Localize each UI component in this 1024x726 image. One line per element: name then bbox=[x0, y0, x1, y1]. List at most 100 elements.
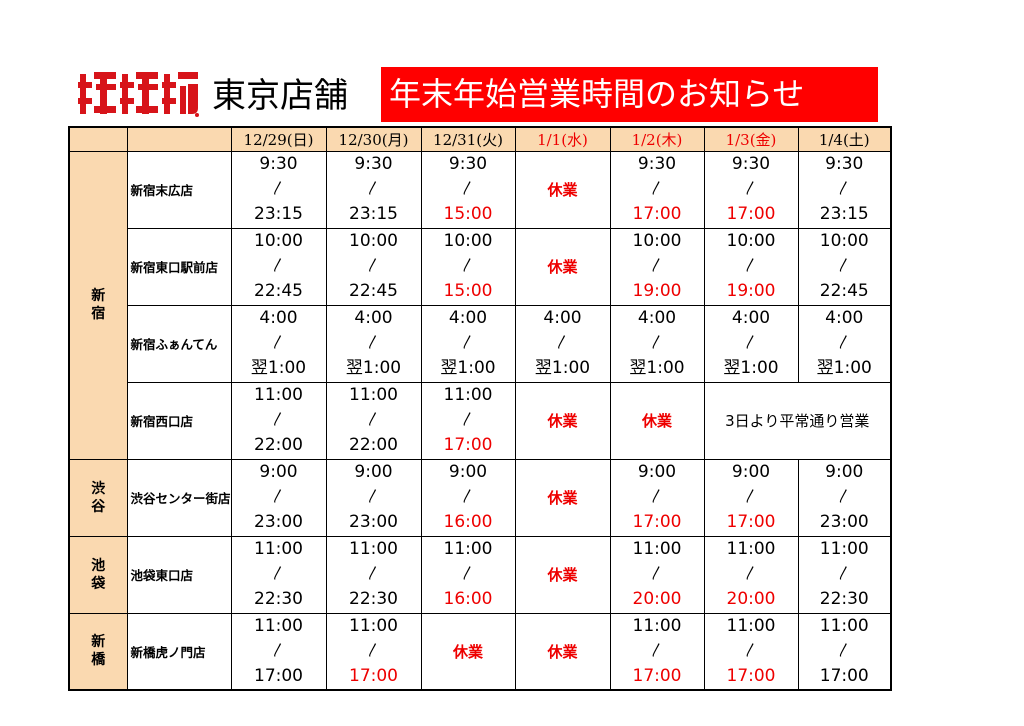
hours-cell: 11:00 〳 17:00 bbox=[325, 612, 422, 691]
store-name: 池袋東口店 bbox=[126, 535, 232, 614]
date-header: 12/30(月) bbox=[325, 126, 422, 152]
range-mark: 〳 bbox=[366, 334, 381, 351]
hours-cell: 4:00 〳翌1:00 bbox=[797, 304, 892, 383]
open-time: 11:00 bbox=[819, 615, 869, 636]
range-mark: 〳 bbox=[271, 642, 286, 659]
hours-cell: 9:00 〳 17:00 bbox=[609, 458, 705, 537]
hours-table: 12/29(日) 12/30(月) 12/31(火) 1/1(水) 1/2(木) 1/3(… bbox=[68, 126, 892, 691]
store-row: 新橋 新橋虎ノ門店 11:00 〳 17:00 11:00 〳 17:00 休業 休業 11:00 〳… bbox=[68, 612, 892, 691]
closed-cell: 休業 bbox=[514, 227, 611, 306]
closed-cell: 休業 bbox=[420, 612, 516, 691]
region-label: 新橋 bbox=[91, 634, 106, 669]
range-mark: 〳 bbox=[744, 257, 758, 274]
range-mark: 〳 bbox=[837, 334, 852, 351]
close-time: 翌1:00 bbox=[629, 357, 685, 378]
hours-cell: 4:00 〳翌1:00 bbox=[230, 304, 327, 383]
hours-cell: 11:00 〳 17:00 bbox=[797, 612, 892, 691]
open-time: 4:00 bbox=[354, 307, 393, 328]
close-time: 16:00 bbox=[443, 588, 493, 609]
closed-cell: 休業 bbox=[514, 612, 611, 691]
open-time: 10:00 bbox=[349, 230, 398, 251]
store-name: 新宿末広店 bbox=[126, 150, 232, 229]
date-header: 12/31(火) bbox=[420, 126, 516, 152]
open-time: 11:00 bbox=[632, 538, 682, 559]
open-time: 9:00 bbox=[354, 461, 393, 482]
range-mark: 〳 bbox=[461, 411, 475, 428]
open-time: 11:00 bbox=[632, 615, 682, 636]
close-time: 22:45 bbox=[349, 280, 398, 301]
close-time: 翌1:00 bbox=[250, 357, 307, 378]
close-time: 23:15 bbox=[254, 203, 303, 224]
store-name: 渋谷センター街店 bbox=[126, 458, 232, 537]
range-mark: 〳 bbox=[744, 180, 758, 197]
hours-cell: 4:00 〳翌1:00 bbox=[325, 304, 422, 383]
range-mark: 〳 bbox=[366, 642, 381, 659]
store-name: 新橋虎ノ門店 bbox=[126, 612, 232, 691]
range-mark: 〳 bbox=[555, 334, 570, 351]
hours-cell: 9:30 〳 23:15 bbox=[230, 150, 327, 229]
hours-cell: 9:30 〳 23:15 bbox=[797, 150, 892, 229]
notice-banner: 年末年始営業時間のお知らせ bbox=[381, 67, 878, 122]
open-time: 11:00 bbox=[726, 615, 776, 636]
hours-cell: 4:00 〳翌1:00 bbox=[514, 304, 611, 383]
open-time: 4:00 bbox=[637, 307, 677, 328]
open-time: 9:30 bbox=[448, 153, 488, 174]
hours-cell: 9:00 〳 23:00 bbox=[230, 458, 327, 537]
range-mark: 〳 bbox=[837, 642, 852, 659]
hours-cell: 10:00 〳 19:00 bbox=[703, 227, 799, 306]
corner-cell bbox=[68, 126, 128, 152]
store-row: 新宿 新宿末広店 9:30 〳 23:15 9:30 〳 23:15 9:30 〳 15:00 休業 9… bbox=[68, 150, 892, 460]
close-time: 17:00 bbox=[726, 665, 776, 686]
hours-cell: 11:00 〳 22:00 bbox=[325, 381, 422, 460]
close-time: 17:00 bbox=[819, 665, 869, 686]
hours-cell: 10:00 〳 22:45 bbox=[797, 227, 892, 306]
hours-cell: 11:00 〳 17:00 bbox=[230, 612, 327, 691]
open-time: 11:00 bbox=[349, 384, 398, 405]
note-cell: 3日より平常通り営業 bbox=[703, 381, 892, 460]
range-mark: 〳 bbox=[837, 488, 852, 505]
hours-cell: 10:00 〳 19:00 bbox=[609, 227, 705, 306]
hours-cell: 11:00 〳 22:30 bbox=[230, 535, 327, 614]
hours-cell: 11:00 〳 20:00 bbox=[703, 535, 799, 614]
range-mark: 〳 bbox=[461, 180, 475, 197]
range-mark: 〳 bbox=[744, 334, 758, 351]
range-mark: 〳 bbox=[837, 565, 852, 582]
store-title: 東京店舗 bbox=[212, 76, 348, 116]
range-mark: 〳 bbox=[461, 334, 475, 351]
open-time: 9:00 bbox=[259, 461, 298, 482]
hours-cell: 10:00 〳 22:45 bbox=[325, 227, 422, 306]
close-time: 17:00 bbox=[632, 511, 682, 532]
hours-cell: 11:00 〳 17:00 bbox=[703, 612, 799, 691]
hours-cell: 11:00 〳 17:00 bbox=[609, 612, 705, 691]
range-mark: 〳 bbox=[461, 565, 475, 582]
range-mark: 〳 bbox=[650, 565, 664, 582]
range-mark: 〳 bbox=[271, 257, 286, 274]
region-label: 渋谷 bbox=[91, 480, 106, 515]
region-label: 新宿 bbox=[91, 288, 106, 322]
closed-cell: 休業 bbox=[609, 381, 705, 460]
range-mark: 〳 bbox=[744, 488, 758, 505]
close-time: 17:00 bbox=[726, 203, 776, 224]
close-time: 15:00 bbox=[443, 203, 493, 224]
open-time: 11:00 bbox=[254, 384, 303, 405]
range-mark: 〳 bbox=[271, 488, 286, 505]
open-time: 11:00 bbox=[819, 538, 869, 559]
range-mark: 〳 bbox=[366, 565, 381, 582]
close-time: 17:00 bbox=[632, 665, 682, 686]
date-header: 1/4(土) bbox=[797, 126, 892, 152]
open-time: 9:00 bbox=[637, 461, 677, 482]
store-name: 新宿西口店 bbox=[126, 381, 232, 460]
open-time: 9:30 bbox=[637, 153, 677, 174]
close-time: 22:00 bbox=[349, 434, 398, 455]
region-cell: 渋谷 bbox=[68, 458, 128, 537]
close-time: 翌1:00 bbox=[345, 357, 402, 378]
closed-cell: 休業 bbox=[514, 150, 611, 229]
open-time: 9:30 bbox=[731, 153, 771, 174]
close-time: 15:00 bbox=[443, 280, 493, 301]
hours-cell: 4:00 〳翌1:00 bbox=[703, 304, 799, 383]
store-name: 新宿東口駅前店 bbox=[126, 227, 232, 306]
close-time: 20:00 bbox=[632, 588, 682, 609]
close-time: 17:00 bbox=[254, 665, 303, 686]
open-time: 9:30 bbox=[259, 153, 298, 174]
open-time: 11:00 bbox=[726, 538, 776, 559]
